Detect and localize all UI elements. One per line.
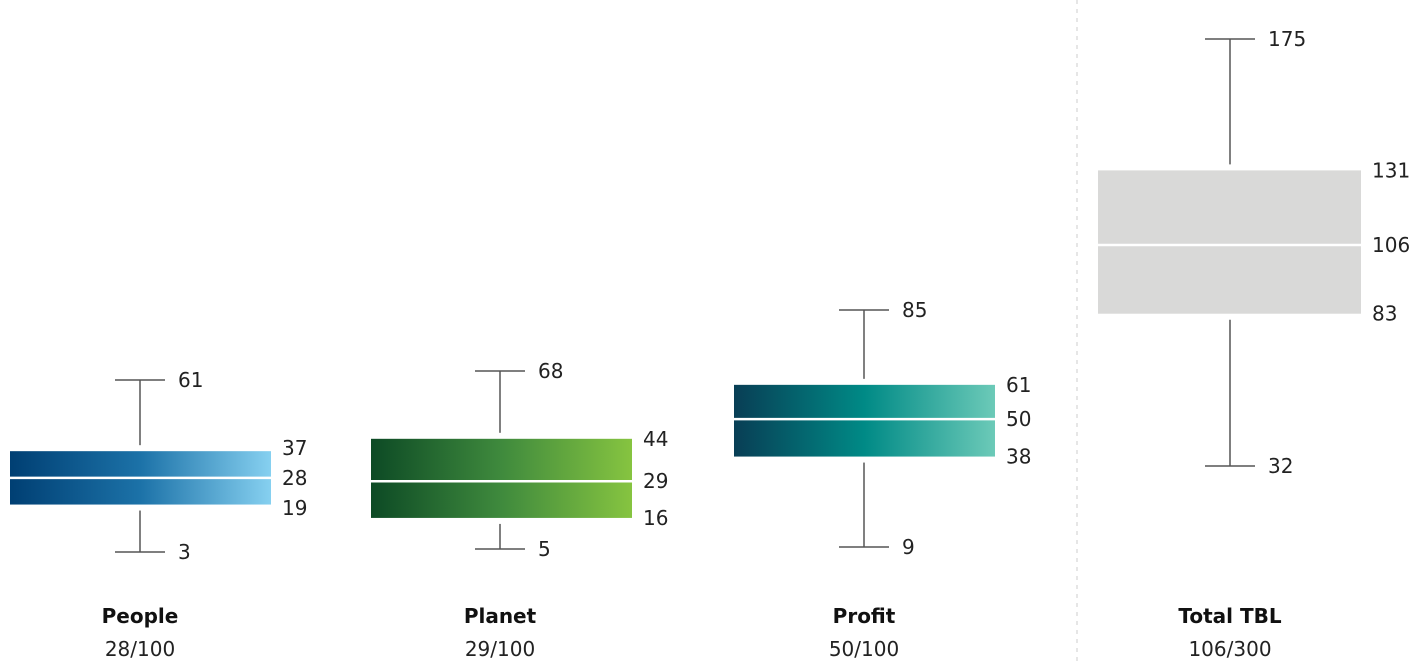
boxplot-planet: 68 5 44 29 16 Planet 29/100	[371, 359, 668, 661]
score-label: 50/100	[829, 637, 899, 661]
iqr-box	[371, 439, 632, 518]
q1-value-label: 83	[1372, 302, 1397, 326]
q3-value-label: 131	[1372, 158, 1410, 182]
category-label: Planet	[464, 604, 537, 628]
score-label: 28/100	[105, 637, 175, 661]
q3-value-label: 44	[643, 427, 668, 451]
boxplot-people: 61 3 37 28 19 People 28/100	[10, 368, 307, 661]
median-value-label: 106	[1372, 233, 1410, 257]
q1-value-label: 19	[282, 496, 307, 520]
boxplot-total-tbl: 175 32 131 106 83 Total TBL 106/300	[1098, 27, 1410, 661]
category-label: Profit	[833, 604, 896, 628]
min-value-label: 9	[902, 535, 915, 559]
median-value-label: 29	[643, 469, 668, 493]
score-label: 29/100	[465, 637, 535, 661]
q3-value-label: 61	[1006, 373, 1031, 397]
iqr-box	[734, 385, 995, 457]
max-value-label: 61	[178, 368, 203, 392]
max-value-label: 68	[538, 359, 563, 383]
median-value-label: 28	[282, 466, 307, 490]
median-value-label: 50	[1006, 407, 1031, 431]
min-value-label: 32	[1268, 454, 1293, 478]
min-value-label: 5	[538, 537, 551, 561]
max-value-label: 85	[902, 298, 927, 322]
category-label: Total TBL	[1178, 604, 1281, 628]
q1-value-label: 38	[1006, 445, 1031, 469]
q1-value-label: 16	[643, 506, 668, 530]
boxplot-profit: 85 9 61 50 38 Profit 50/100	[734, 298, 1031, 661]
min-value-label: 3	[178, 540, 191, 564]
score-label: 106/300	[1188, 637, 1271, 661]
category-label: People	[102, 604, 179, 628]
q3-value-label: 37	[282, 436, 307, 460]
iqr-box	[1098, 170, 1361, 313]
max-value-label: 175	[1268, 27, 1306, 51]
